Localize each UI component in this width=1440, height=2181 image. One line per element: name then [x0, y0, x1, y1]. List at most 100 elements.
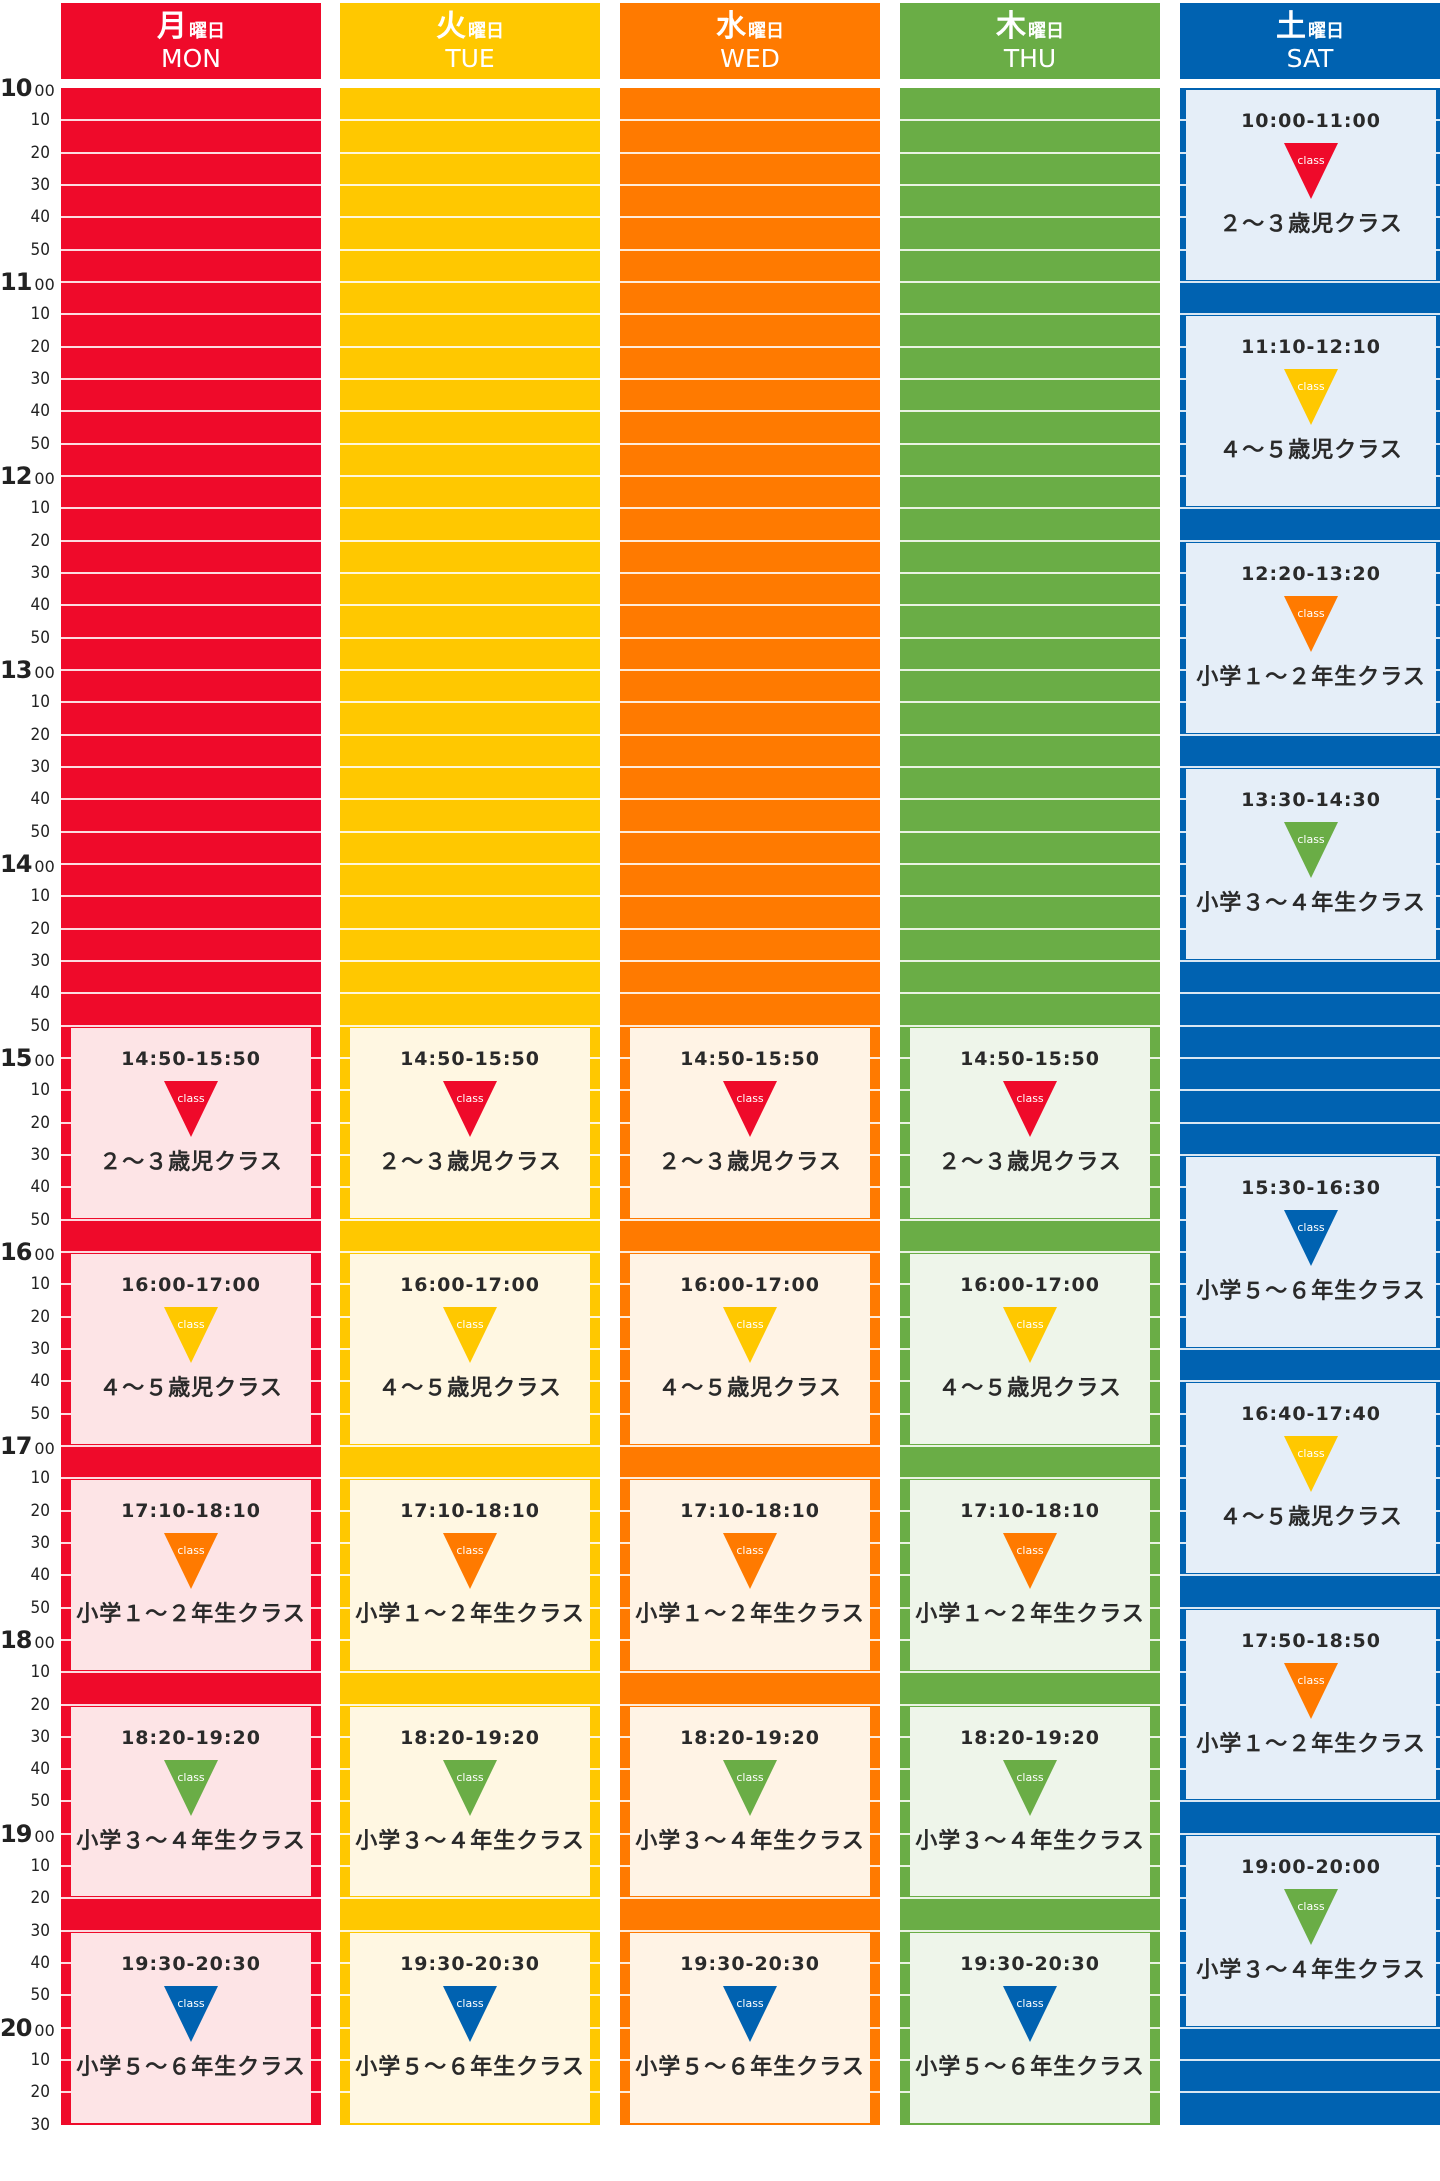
class-time: 11:10-12:10 [1241, 336, 1381, 359]
grid-line [61, 862, 321, 865]
day-suffix: 曜日 [468, 20, 504, 42]
time-label-hour: 15 00 [0, 1046, 55, 1070]
class-card[interactable]: 19:30-20:30 class 小学５～６年生クラス [630, 1932, 870, 2123]
class-time: 18:20-19:20 [680, 1726, 820, 1749]
grid-line [61, 604, 321, 607]
time-label-minute: 30 [30, 368, 50, 389]
class-card[interactable]: 14:50-15:50 class ２～３歳児クラス [350, 1027, 590, 1218]
grid-line [900, 1671, 1160, 1674]
class-card[interactable]: 18:20-19:20 class 小学３～４年生クラス [910, 1706, 1150, 1897]
class-name: ４～５歳児クラス [658, 1375, 842, 1401]
class-badge-label: class [456, 1770, 484, 1784]
class-marker-icon: class [1284, 143, 1338, 199]
grid-line [900, 733, 1160, 736]
class-card[interactable]: 18:20-19:20 class 小学３～４年生クラス [71, 1706, 311, 1897]
class-card[interactable]: 16:00-17:00 class ４～５歳児クラス [630, 1253, 870, 1444]
class-marker-icon: class [1003, 1306, 1057, 1363]
class-time: 19:30-20:30 [680, 1952, 820, 1975]
class-badge-label: class [1016, 1996, 1044, 2010]
grid-line [900, 862, 1160, 865]
grid-line [900, 248, 1160, 251]
day-name-jp: 土曜日 [1276, 11, 1344, 42]
time-label-hour: 17 00 [0, 1434, 55, 1458]
class-card[interactable]: 19:30-20:30 class 小学５～６年生クラス [71, 1932, 311, 2123]
class-card[interactable]: 17:10-18:10 class 小学１～２年生クラス [630, 1480, 870, 1671]
class-badge-label: class [177, 1544, 205, 1558]
day-name-en: MON [161, 43, 221, 73]
grid-line [620, 248, 880, 251]
hour-number: 12 [0, 461, 32, 490]
grid-line [1180, 2091, 1440, 2094]
grid-line [620, 604, 880, 607]
class-card[interactable]: 17:50-18:50 class 小学１～２年生クラス [1186, 1609, 1436, 1800]
grid-line [340, 410, 600, 413]
grid-line [1180, 1056, 1440, 1059]
class-card[interactable]: 11:10-12:10 class ４～５歳児クラス [1186, 316, 1436, 507]
grid-line [620, 183, 880, 186]
class-badge-label: class [1297, 832, 1325, 846]
grid-line [340, 216, 600, 219]
day-name-jp: 木曜日 [996, 11, 1064, 42]
grid-line [340, 1218, 600, 1221]
grid-line [900, 119, 1160, 122]
class-card[interactable]: 16:00-17:00 class ４～５歳児クラス [350, 1253, 590, 1444]
class-marker-icon: class [1284, 1888, 1338, 1945]
class-card[interactable]: 17:10-18:10 class 小学１～２年生クラス [71, 1480, 311, 1671]
class-card[interactable]: 15:30-16:30 class 小学５～６年生クラス [1186, 1156, 1436, 1347]
hour-minutes: 00 [34, 274, 55, 294]
class-badge-label: class [177, 1091, 205, 1105]
class-card[interactable]: 14:50-15:50 class ２～３歳児クラス [630, 1027, 870, 1218]
class-time: 16:00-17:00 [680, 1273, 820, 1296]
class-name: 小学５～６年生クラス [915, 2054, 1145, 2080]
time-label-minute: 30 [30, 756, 50, 777]
hour-number: 13 [0, 655, 32, 684]
grid-line [61, 507, 321, 510]
grid-line [340, 571, 600, 574]
class-card[interactable]: 10:00-11:00 class ２～３歳児クラス [1186, 90, 1436, 280]
class-marker-icon: class [443, 1759, 497, 1816]
grid-line [61, 895, 321, 898]
class-name: 小学３～４年生クラス [1196, 1957, 1426, 1983]
time-label-hour: 18 00 [0, 1628, 55, 1652]
grid-line [340, 248, 600, 251]
class-badge-label: class [736, 1544, 764, 1558]
grid-line [620, 1703, 880, 1706]
grid-line [340, 313, 600, 316]
class-card[interactable]: 19:30-20:30 class 小学５～６年生クラス [910, 1932, 1150, 2123]
grid-line [340, 668, 600, 671]
class-name: ２～３歳児クラス [99, 1149, 283, 1175]
grid-line [620, 1444, 880, 1447]
time-label-minute: 10 [30, 1468, 50, 1489]
class-card[interactable]: 16:40-17:40 class ４～５歳児クラス [1186, 1383, 1436, 1574]
class-marker-icon: class [723, 1533, 777, 1590]
class-card[interactable]: 16:00-17:00 class ４～５歳児クラス [71, 1253, 311, 1444]
class-card[interactable]: 17:10-18:10 class 小学１～２年生クラス [910, 1480, 1150, 1671]
time-label-hour: 14 00 [0, 852, 55, 876]
class-card[interactable]: 18:20-19:20 class 小学３～４年生クラス [630, 1706, 870, 1897]
grid-line [620, 280, 880, 283]
grid-line [900, 280, 1160, 283]
class-card[interactable]: 18:20-19:20 class 小学３～４年生クラス [350, 1706, 590, 1897]
grid-line [900, 798, 1160, 801]
class-card[interactable]: 14:50-15:50 class ２～３歳児クラス [71, 1027, 311, 1218]
class-card[interactable]: 19:30-20:30 class 小学５～６年生クラス [350, 1932, 590, 2123]
class-marker-icon: class [443, 1985, 497, 2042]
grid-line [340, 1444, 600, 1447]
grid-line [620, 539, 880, 542]
class-card[interactable]: 17:10-18:10 class 小学１～２年生クラス [350, 1480, 590, 1671]
hour-minutes: 00 [34, 1632, 55, 1652]
hour-minutes: 00 [34, 1050, 55, 1070]
day-header-sat: 土曜日 SAT [1180, 3, 1440, 79]
hour-number: 10 [0, 74, 32, 102]
time-label-minute: 40 [30, 1565, 50, 1586]
time-label-minute: 10 [30, 1274, 50, 1295]
day-kanji: 火 [436, 8, 466, 44]
class-card[interactable]: 16:00-17:00 class ４～５歳児クラス [910, 1253, 1150, 1444]
time-label-minute: 20 [30, 1500, 50, 1521]
grid-line [620, 345, 880, 348]
class-card[interactable]: 12:20-13:20 class 小学１～２年生クラス [1186, 542, 1436, 733]
grid-line [61, 1703, 321, 1706]
class-card[interactable]: 19:00-20:00 class 小学３～４年生クラス [1186, 1835, 1436, 2026]
class-card[interactable]: 13:30-14:30 class 小学３～４年生クラス [1186, 768, 1436, 959]
class-card[interactable]: 14:50-15:50 class ２～３歳児クラス [910, 1027, 1150, 1218]
